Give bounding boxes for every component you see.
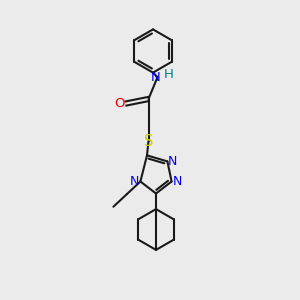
Text: N: N	[173, 175, 182, 188]
Text: S: S	[144, 134, 153, 148]
Text: H: H	[164, 68, 174, 81]
Text: N: N	[130, 175, 139, 188]
Text: O: O	[114, 97, 125, 110]
Text: N: N	[168, 155, 178, 168]
Text: N: N	[151, 70, 161, 84]
